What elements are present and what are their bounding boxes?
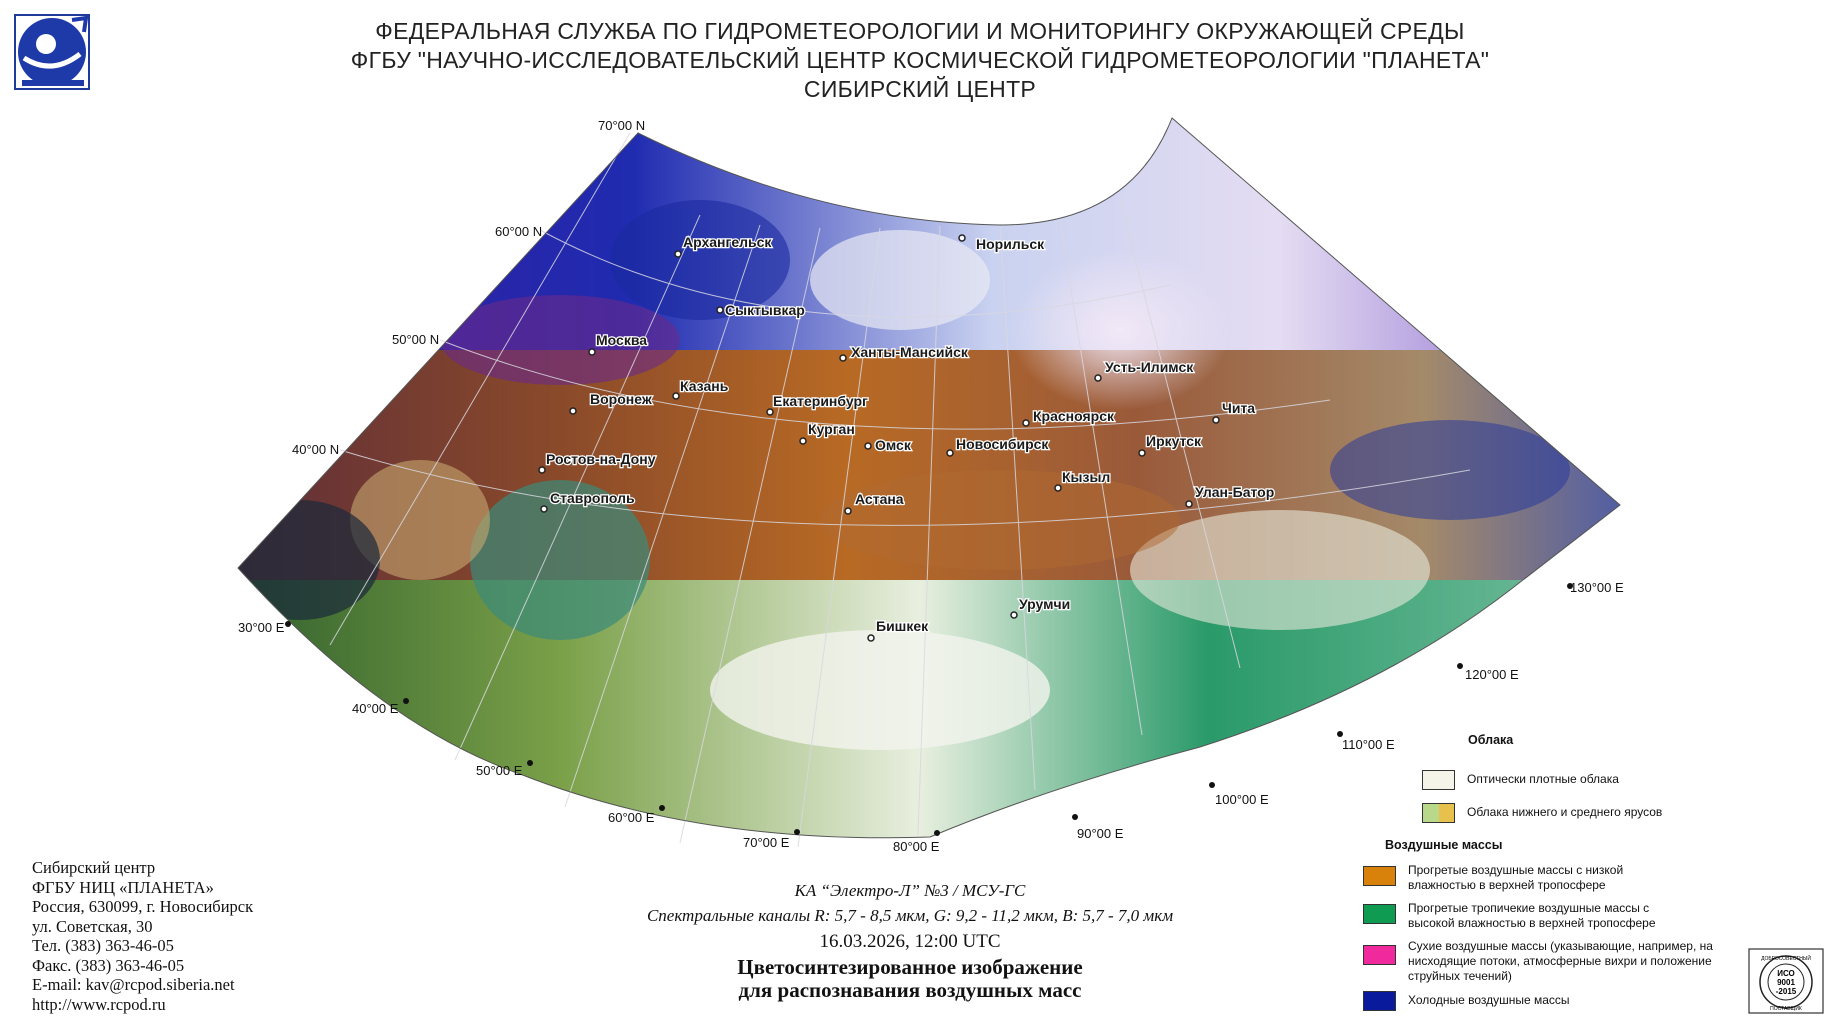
contact-website-link[interactable]: http://www.rcpod.ru xyxy=(32,994,166,1014)
city-label-ust-ilimsk: Усть-Илимск xyxy=(1105,359,1194,375)
lon-label-110: 110°00 E xyxy=(1342,737,1395,752)
contact-line: ул. Советская, 30 xyxy=(32,916,153,936)
legend-item-label: Холодные воздушные массы xyxy=(1408,993,1570,1007)
caption-channels: Спектральные каналы R: 5,7 - 8,5 мкм, G:… xyxy=(646,906,1174,925)
legend-masses-title: Воздушные массы xyxy=(1385,838,1503,852)
satellite-image xyxy=(238,118,1620,838)
city-label-novosibirsk: Новосибирск xyxy=(956,436,1049,452)
lon-label-90: 90°00 E xyxy=(1077,826,1124,841)
legend-swatch xyxy=(1422,770,1455,790)
lon-label-60: 60°00 E xyxy=(608,810,655,825)
legend-item-low-mid-clouds: Облака нижнего и среднего ярусов xyxy=(1422,803,1662,823)
legend-item-label: Сухие воздушные массы (указывающие, напр… xyxy=(1408,939,1713,983)
city-label-irkutsk: Иркутск xyxy=(1146,433,1202,449)
legend-item-cold: Холодные воздушные массы xyxy=(1363,991,1693,1011)
caption-datetime: 16.03.2026, 12:00 UTC xyxy=(819,931,1001,952)
city-markers xyxy=(538,234,1220,642)
contact-email[interactable]: E-mail: kav@rcpod.siberia.net xyxy=(32,975,235,994)
legend-swatch xyxy=(1363,904,1396,924)
legend-swatch xyxy=(1422,803,1455,823)
city-label-syktyvkar: Сыктывкар xyxy=(725,302,805,318)
caption: КА “Электро-Л” №3 / МСУ-ГС Спектральные … xyxy=(560,878,1260,1002)
iso-l1: ИСО xyxy=(1777,969,1795,978)
lat-label-70: 70°00 N xyxy=(598,118,645,133)
city-label-stavropol: Ставрополь xyxy=(550,490,635,506)
header-line-3: СИБИРСКИЙ ЦЕНТР xyxy=(803,76,1037,102)
lon-label-80: 80°00 E xyxy=(893,839,940,854)
city-label-omsk: Омск xyxy=(875,437,912,453)
lon-label-130: 130°00 E xyxy=(1570,580,1624,595)
contact-line: Сибирский центр xyxy=(32,858,156,877)
lon-label-70: 70°00 E xyxy=(743,835,790,850)
legend-clouds-title: Облака xyxy=(1468,733,1514,747)
legend-swatch xyxy=(1363,866,1396,886)
legend-swatch xyxy=(1363,991,1396,1011)
city-label-astana: Астана xyxy=(855,491,904,507)
city-label-kurgan: Курган xyxy=(808,421,855,437)
legend-item-dense-clouds: Оптически плотные облака xyxy=(1422,770,1619,790)
city-label-bishkek: Бишкек xyxy=(876,618,929,634)
legend-item-label: Оптически плотные облака xyxy=(1467,772,1619,786)
legend-item-warm-tropical: Прогретые тропичекие воздушные массы с в… xyxy=(1363,901,1693,931)
caption-title-1: Цветосинтезированное изображение xyxy=(737,955,1083,979)
lat-label-50: 50°00 N xyxy=(392,332,439,347)
lat-label-60: 60°00 N xyxy=(495,224,542,239)
lon-label-50: 50°00 E xyxy=(476,763,523,778)
iso-l2: 9001 xyxy=(1777,978,1795,987)
city-label-urumqi: Урумчи xyxy=(1019,596,1070,612)
legend-item-dry: Сухие воздушные массы (указывающие, напр… xyxy=(1363,939,1723,984)
legend-item-label: Облака нижнего и среднего ярусов xyxy=(1467,805,1663,819)
header-line-1: ФЕДЕРАЛЬНАЯ СЛУЖБА ПО ГИДРОМЕТЕОРОЛОГИИ … xyxy=(375,18,1465,44)
legend-swatch xyxy=(1363,945,1396,965)
iso-l3: -2015 xyxy=(1776,987,1797,996)
contact-line: ФГБУ НИЦ «ПЛАНЕТА» xyxy=(32,877,214,897)
iso-bottom-text: ПОСТАВЩИК xyxy=(1770,1006,1802,1012)
caption-title-2: для распознавания воздушных масс xyxy=(738,978,1082,1002)
lon-label-120: 120°00 E xyxy=(1465,667,1519,682)
contact-line: Тел. (383) 363-46-05 xyxy=(32,936,174,955)
city-label-kyzyl: Кызыл xyxy=(1062,469,1110,485)
lat-label-40: 40°00 N xyxy=(292,442,339,457)
city-label-norilsk: Норильск xyxy=(976,236,1045,252)
lon-label-30: 30°00 E xyxy=(238,620,285,635)
city-label-krasnoyarsk: Красноярск xyxy=(1033,408,1115,424)
legend-item-label: Прогретые воздушные массы с низкой влажн… xyxy=(1408,863,1624,892)
iso-top-text: ДОБРОСОВЕСТНЫЙ xyxy=(1761,954,1811,962)
legend-item-label: Прогретые тропичекие воздушные массы с в… xyxy=(1408,901,1656,930)
city-label-yekaterinburg: Екатеринбург xyxy=(773,393,868,409)
lon-tick-dots xyxy=(285,583,1573,836)
city-label-ulaanbaatar: Улан-Батор xyxy=(1195,484,1274,500)
contact-line: Россия, 630099, г. Новосибирск xyxy=(32,897,254,916)
city-label-khanty-mansiysk: Ханты-Мансийск xyxy=(851,344,969,360)
graticule xyxy=(329,132,1471,848)
lon-label-100: 100°00 E xyxy=(1215,792,1269,807)
contact-line: Факс. (383) 363-46-05 xyxy=(32,955,185,975)
city-label-voronezh: Воронеж xyxy=(590,391,653,407)
city-label-chita: Чита xyxy=(1222,400,1255,416)
city-label-moscow: Москва xyxy=(596,332,647,348)
contact-block: Сибирский центр ФГБУ НИЦ «ПЛАНЕТА» Росси… xyxy=(32,858,253,1014)
legend-item-warm-dry: Прогретые воздушные массы с низкой влажн… xyxy=(1363,863,1693,893)
lon-label-40: 40°00 E xyxy=(352,701,399,716)
caption-satellite: КА “Электро-Л” №3 / МСУ-ГС xyxy=(794,881,1026,900)
iso-certificate-icon: ДОБРОСОВЕСТНЫЙ ИСО 9001 -2015 ПОСТАВЩИК xyxy=(1748,948,1824,1014)
planeta-logo-icon xyxy=(14,14,90,90)
city-label-kazan: Казань xyxy=(680,378,729,394)
city-label-rostov: Ростов-на-Дону xyxy=(546,451,656,467)
city-label-arkhangelsk: Архангельск xyxy=(683,234,772,250)
header-line-2: ФГБУ "НАУЧНО-ИССЛЕДОВАТЕЛЬСКИЙ ЦЕНТР КОС… xyxy=(350,47,1490,73)
